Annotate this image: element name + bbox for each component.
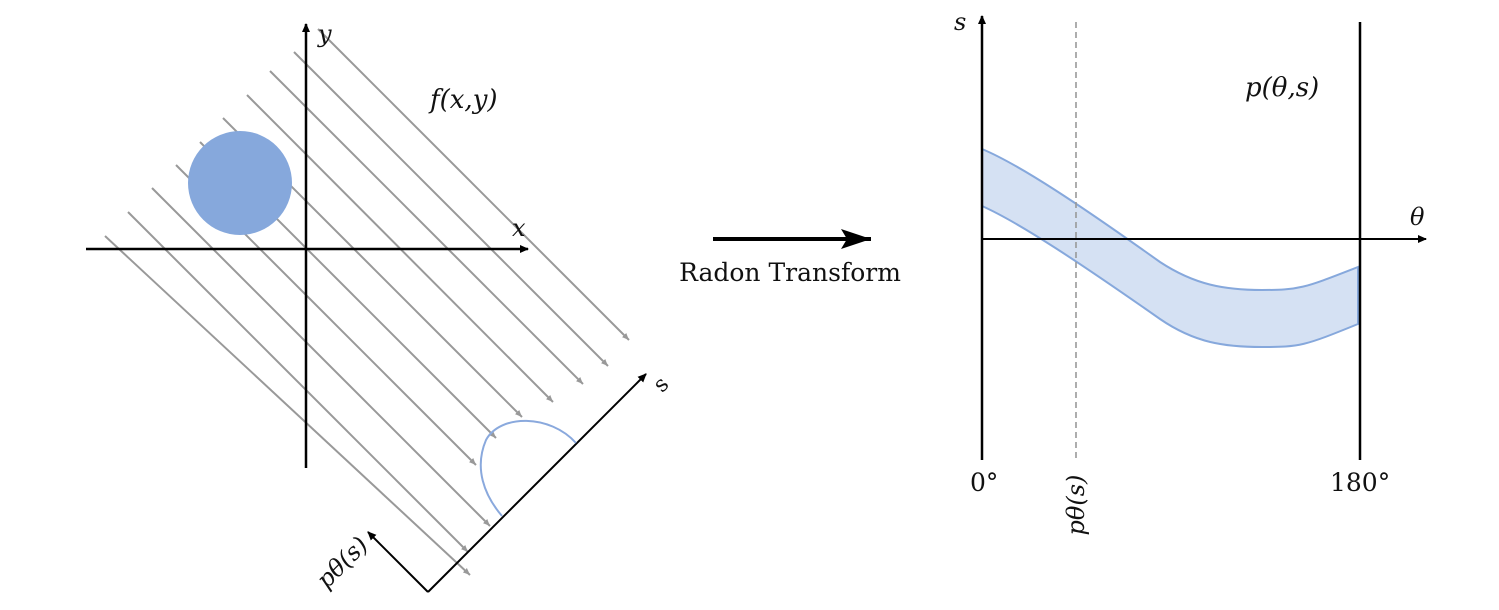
projection-ray	[317, 28, 630, 341]
projection-ray	[151, 187, 491, 527]
theta-marker-label: pθ(s)	[1062, 475, 1090, 536]
theta-axis-label: θ	[1410, 203, 1425, 231]
projection-ray	[104, 235, 471, 576]
theta-end-label: 180°	[1330, 468, 1390, 497]
sinogram-band	[981, 147, 1359, 349]
projection-rays	[104, 28, 630, 576]
projection-axis	[367, 531, 429, 593]
sinogram-function-label: p(θ,s)	[1245, 73, 1319, 103]
transform-label: Radon Transform	[679, 258, 901, 287]
projection-profile	[479, 419, 577, 517]
projection-ray	[127, 211, 469, 553]
s-axis	[427, 373, 647, 593]
right-panel: s θ p(θ,s) 0° 180° pθ(s)	[954, 8, 1427, 536]
projection-ray	[293, 51, 609, 367]
left-panel: y x f(x,y) s pθ(s)	[86, 20, 674, 594]
y-axis-label: y	[317, 20, 332, 48]
projection-ray	[269, 70, 584, 385]
object-disk	[188, 131, 292, 235]
s-axis-label: s	[649, 372, 675, 398]
theta-start-label: 0°	[970, 468, 998, 497]
x-axis-label: x	[512, 214, 526, 242]
function-label: f(x,y)	[428, 85, 498, 115]
s-axis-right-label: s	[954, 8, 966, 36]
projection-axis-label: pθ(s)	[311, 531, 374, 594]
transform-arrow-group: Radon Transform	[679, 229, 901, 287]
